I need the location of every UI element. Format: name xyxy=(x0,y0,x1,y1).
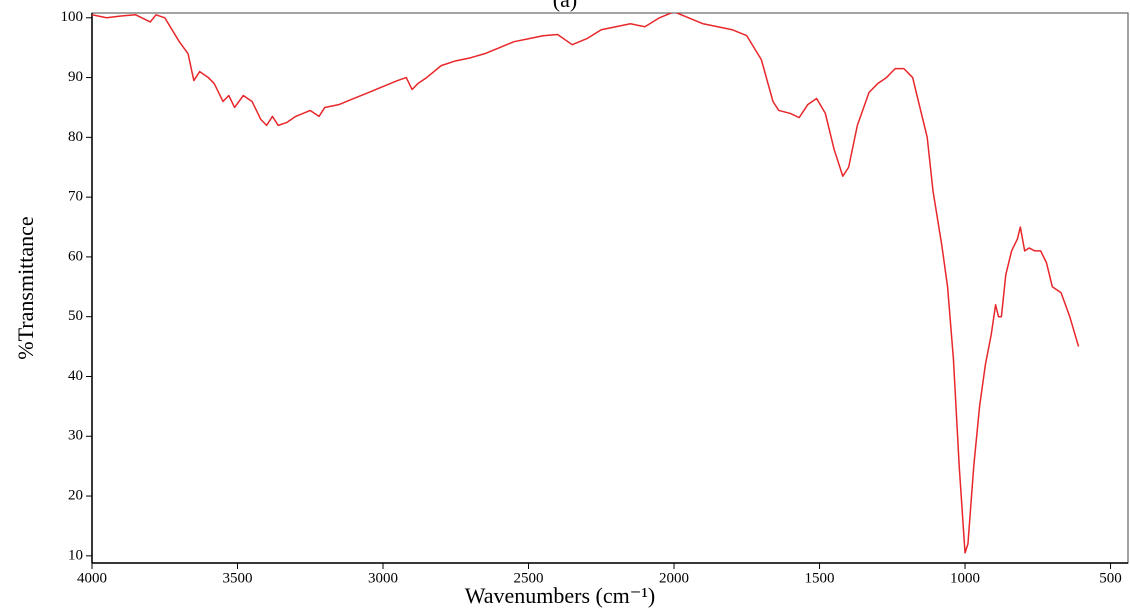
x-tick-label: 3000 xyxy=(368,570,398,586)
y-tick-label: 30 xyxy=(68,428,83,444)
x-axis-label: Wavenumbers (cm⁻¹) xyxy=(465,583,656,608)
x-tick-label: 3500 xyxy=(223,570,253,586)
y-tick-label: 80 xyxy=(68,129,83,145)
y-tick-label: 20 xyxy=(68,487,83,503)
x-tick-label: 2500 xyxy=(514,570,544,586)
y-tick-label: 90 xyxy=(68,69,83,85)
x-tick-label: 500 xyxy=(1099,570,1122,586)
y-tick-label: 40 xyxy=(68,368,83,384)
x-tick-label: 2000 xyxy=(659,570,689,586)
x-tick-label: 1500 xyxy=(805,570,835,586)
y-tick-label: 100 xyxy=(61,9,84,25)
chart-title: (a) xyxy=(553,0,577,12)
y-axis-label: %Transmittance xyxy=(13,216,38,359)
y-tick-label: 10 xyxy=(68,547,83,563)
y-tick-label: 70 xyxy=(68,189,83,205)
y-tick-label: 60 xyxy=(68,248,83,264)
y-tick-label: 50 xyxy=(68,308,83,324)
spectrum-line xyxy=(92,13,1080,554)
x-tick-label: 4000 xyxy=(77,570,107,586)
x-tick-label: 1000 xyxy=(950,570,980,586)
